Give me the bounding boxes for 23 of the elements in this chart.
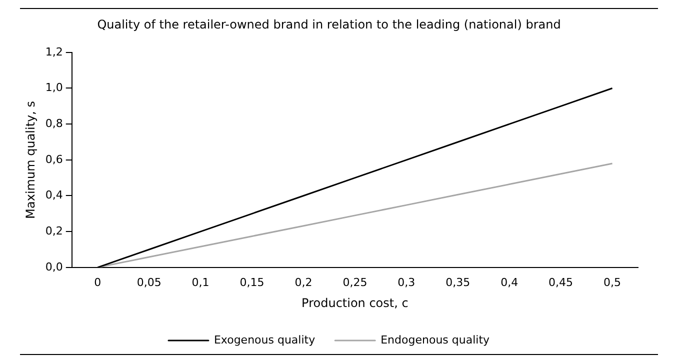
x-tick-label: 0,35: [446, 276, 470, 289]
legend-label: Exogenous quality: [214, 333, 316, 346]
legend-label: Endogenous quality: [380, 333, 490, 346]
y-tick-label: 0,0: [45, 260, 63, 274]
x-axis-title: Production cost, c: [302, 296, 408, 310]
x-tick-label: 0: [94, 276, 102, 289]
y-tick-label: 0,8: [45, 116, 63, 130]
y-tick-label: 1,2: [45, 45, 63, 58]
x-tick-label: 0,2: [294, 276, 312, 289]
x-tick-label: 0,45: [548, 276, 574, 289]
x-tick-label: 0,15: [240, 276, 264, 289]
x-tick-label: 0,25: [342, 276, 368, 289]
x-tick-label: 0,3: [398, 276, 416, 289]
x-tick-label: 0,5: [604, 276, 622, 289]
x-tick-label: 0,1: [192, 276, 210, 289]
chart-title: Quality of the retailer-owned brand in relation to the leading (national) brand: [97, 17, 561, 32]
y-tick-label: 0,6: [45, 152, 63, 166]
x-tick-label: 0,4: [500, 276, 518, 289]
y-tick-label: 1,0: [45, 81, 63, 94]
y-axis-title: Maximum quality, s: [23, 100, 38, 219]
x-tick-label: 0,05: [136, 276, 162, 289]
y-tick-label: 0,2: [45, 224, 63, 238]
y-tick-label: 0,4: [45, 188, 63, 202]
